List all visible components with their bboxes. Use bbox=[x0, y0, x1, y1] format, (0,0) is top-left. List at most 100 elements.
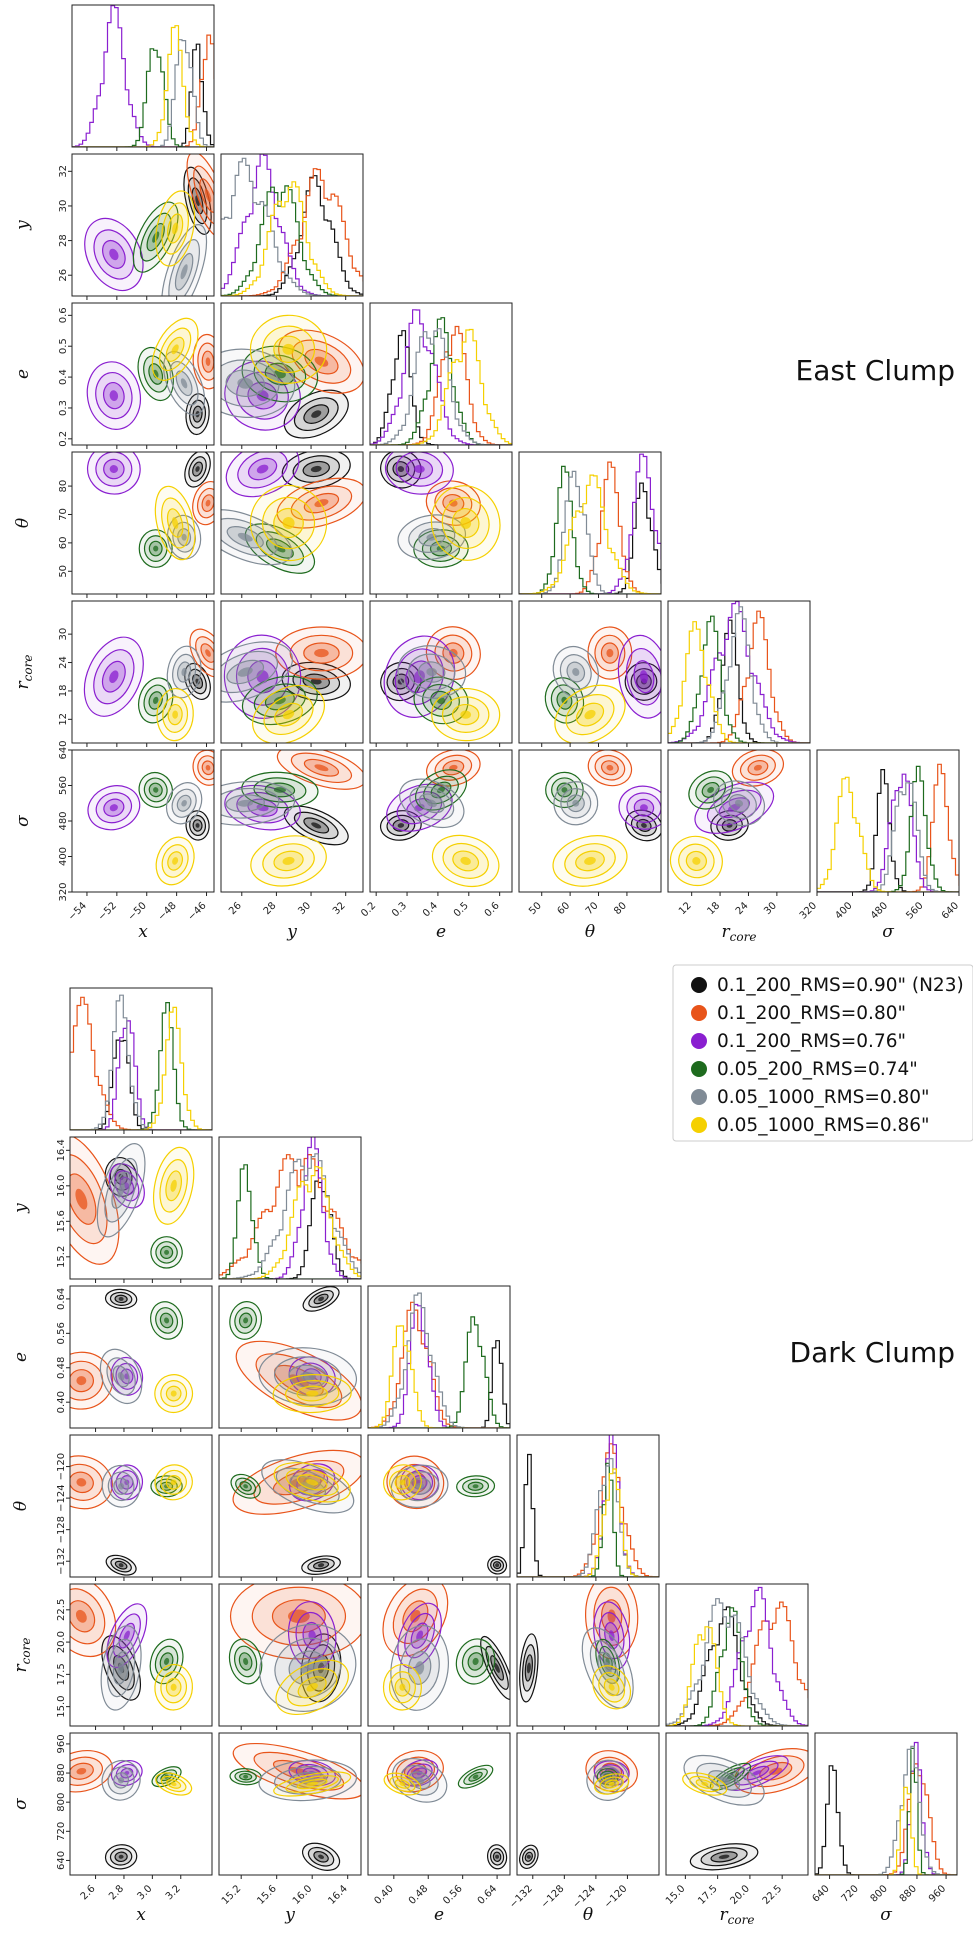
contour-RMS086 bbox=[552, 835, 628, 887]
contour-RMS076 bbox=[87, 785, 141, 831]
x-axis-label: σ bbox=[880, 1905, 892, 1925]
contour-RMS080 bbox=[587, 626, 633, 680]
contour-RMS080b bbox=[166, 514, 202, 560]
contour-N23 bbox=[183, 166, 212, 235]
panel-frame bbox=[367, 1285, 511, 1429]
contour-RMS076 bbox=[83, 636, 144, 717]
panel-frame bbox=[667, 600, 811, 744]
y-tick-label: 0.64 bbox=[56, 1288, 67, 1310]
y-axis-label: σ bbox=[13, 815, 33, 827]
panel: 26 28 30 32 bbox=[58, 153, 215, 300]
y-tick-label: 720 bbox=[56, 1822, 67, 1841]
contour-N23 bbox=[105, 1554, 137, 1576]
panel bbox=[667, 600, 811, 747]
histogram-RMS086 bbox=[517, 1468, 659, 1577]
x-tick-label: 880 bbox=[898, 1883, 919, 1904]
x-tick-label: 2.6 bbox=[79, 1883, 98, 1902]
contour-RMS080 bbox=[585, 1584, 639, 1660]
y-tick-label: 24 bbox=[58, 656, 69, 669]
x-tick-label: 60 bbox=[555, 900, 572, 917]
x-tick-label: 28 bbox=[262, 900, 279, 917]
panel-frame bbox=[516, 1732, 660, 1876]
panel bbox=[220, 302, 364, 449]
y-axis-label: e bbox=[13, 369, 33, 379]
panel-frame bbox=[69, 1583, 213, 1727]
histogram-RMS080b bbox=[817, 782, 959, 892]
histogram-RMS074 bbox=[72, 48, 214, 147]
histogram-N23 bbox=[219, 1180, 361, 1279]
panel bbox=[367, 1583, 511, 1730]
y-tick-label: −132 bbox=[56, 1547, 67, 1574]
histogram-RMS076 bbox=[517, 1435, 659, 1577]
legend-marker-icon bbox=[691, 1033, 707, 1049]
contour-RMS074 bbox=[150, 1301, 184, 1340]
panel: 12 18 24 30 bbox=[58, 600, 215, 747]
histogram-RMS086 bbox=[817, 776, 959, 892]
x-tick-label: 30 bbox=[296, 900, 313, 917]
east-clump-title: East Clump bbox=[796, 354, 955, 387]
y-tick-label: 0.40 bbox=[56, 1391, 67, 1413]
legend-label: 0.05_1000_RMS=0.86" bbox=[717, 1115, 930, 1136]
x-axis-label: θ bbox=[583, 1905, 593, 1925]
x-tick-label: −132 bbox=[508, 1883, 535, 1910]
histogram-RMS074 bbox=[668, 615, 810, 743]
histogram-RMS080b bbox=[519, 470, 661, 594]
legend-entry: 0.1_200_RMS=0.90" (N23) bbox=[691, 975, 964, 996]
contour-RMS076 bbox=[84, 217, 144, 292]
y-tick-label: 0.2 bbox=[58, 431, 69, 447]
y-axis-label: rcore bbox=[11, 1638, 33, 1673]
contour-RMS076 bbox=[384, 452, 454, 495]
legend-label: 0.1_200_RMS=0.90" (N23) bbox=[717, 975, 964, 996]
contour-RMS086 bbox=[249, 484, 328, 562]
x-tick-label: 24 bbox=[734, 900, 751, 917]
histogram-RMS080 bbox=[668, 610, 810, 743]
histogram-N23 bbox=[370, 330, 512, 445]
y-tick-label: 17.5 bbox=[56, 1663, 67, 1685]
panel-frame bbox=[71, 451, 215, 595]
panel: 2.6 2.8 3.0 3.2 640 720 800 880 960 bbox=[56, 1732, 213, 1902]
contour-RMS086 bbox=[383, 1772, 422, 1796]
x-tick-label: −128 bbox=[539, 1883, 566, 1910]
y-axis-label: σ bbox=[11, 1798, 31, 1810]
y-tick-label: 960 bbox=[56, 1734, 67, 1753]
panel-frame bbox=[369, 749, 513, 893]
panel bbox=[218, 1434, 362, 1581]
panel bbox=[220, 600, 364, 747]
contour-RMS080b bbox=[390, 1624, 449, 1711]
x-tick-label: −46 bbox=[186, 900, 209, 923]
dark-clump-title: Dark Clump bbox=[790, 1336, 955, 1369]
contour-RMS080b bbox=[100, 1625, 142, 1711]
histogram-N23 bbox=[368, 1340, 510, 1428]
x-tick-label: −54 bbox=[66, 900, 89, 923]
histogram-RMS086 bbox=[668, 621, 810, 743]
y-tick-label: 16.0 bbox=[56, 1175, 67, 1197]
x-tick-label: −50 bbox=[126, 900, 149, 923]
contour-RMS080b bbox=[99, 1348, 143, 1405]
contour-RMS086 bbox=[430, 485, 501, 561]
contour-RMS080b bbox=[96, 1143, 146, 1238]
contour-RMS080 bbox=[275, 626, 363, 680]
panel-frame bbox=[69, 1136, 213, 1280]
y-axis-label: θ bbox=[11, 1501, 31, 1511]
panel-frame bbox=[71, 153, 215, 297]
contour-RMS086 bbox=[669, 835, 723, 887]
x-tick-label: 0.3 bbox=[390, 900, 409, 919]
x-tick-label: 640 bbox=[940, 900, 961, 921]
contour-RMS080b bbox=[163, 350, 206, 416]
histogram-N23 bbox=[817, 769, 959, 892]
x-tick-label: 20.0 bbox=[729, 1883, 753, 1907]
contour-RMS080b bbox=[552, 645, 599, 699]
contour-RMS074 bbox=[150, 1236, 183, 1269]
panel: −132−128−124−120 bbox=[508, 1732, 660, 1911]
contour-RMS076 bbox=[225, 452, 300, 498]
panel bbox=[218, 1583, 362, 1730]
histogram-RMS080b bbox=[368, 1292, 510, 1428]
contour-RMS080 bbox=[587, 750, 633, 787]
contour-RMS076 bbox=[617, 634, 661, 719]
panel-frame bbox=[71, 600, 215, 744]
legend-marker-icon bbox=[691, 977, 707, 993]
y-tick-label: 12 bbox=[58, 713, 69, 726]
contour-RMS080 bbox=[186, 154, 214, 240]
x-tick-label: 26 bbox=[227, 900, 244, 917]
contour-RMS074 bbox=[456, 1475, 496, 1498]
